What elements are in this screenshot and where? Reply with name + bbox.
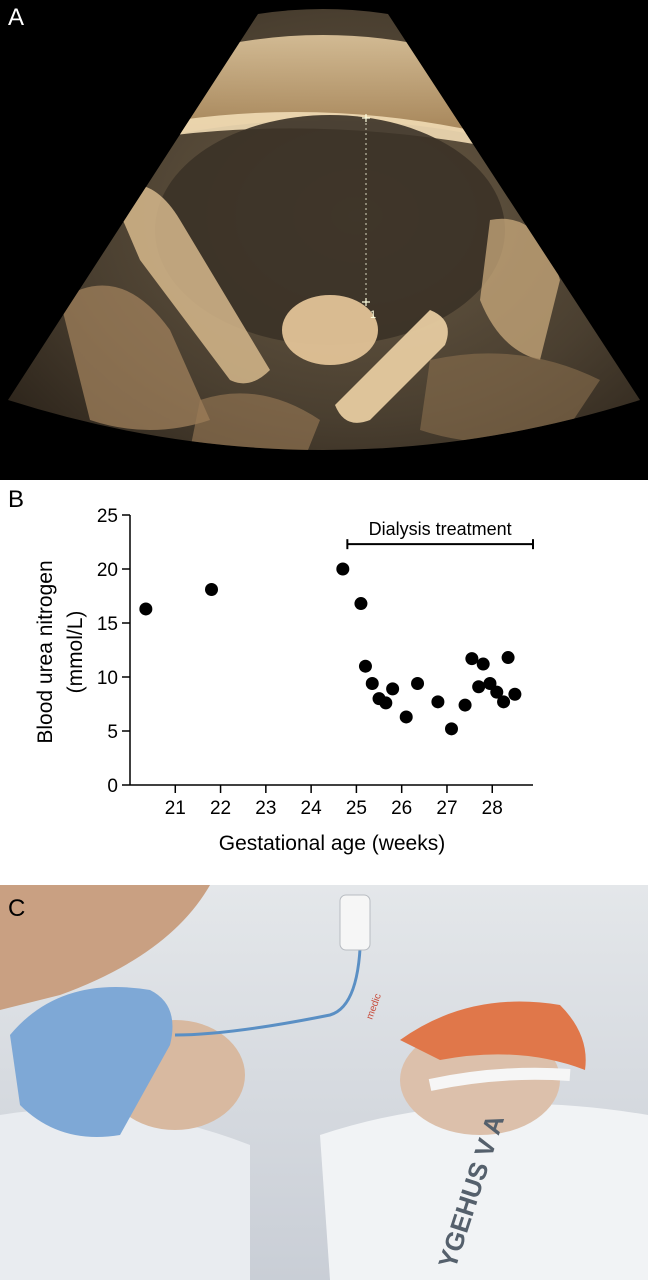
x-tick-label: 25: [346, 798, 367, 819]
x-axis-label: Gestational age (weeks): [219, 832, 445, 855]
y-tick-label: 20: [97, 560, 118, 581]
tubing: [174, 904, 363, 1037]
x-tick-label: 28: [482, 798, 503, 819]
x-tick-label: 26: [391, 798, 412, 819]
caregiver-arm: [0, 885, 210, 1010]
data-point: [354, 597, 368, 611]
data-point: [386, 682, 400, 696]
panel-c-photo: YGEHUS V A medic C: [0, 885, 648, 1280]
y-tick-label: 0: [107, 776, 118, 797]
y-tick-label: 15: [97, 614, 118, 635]
data-point: [497, 695, 511, 709]
panel-a-label: A: [8, 4, 25, 31]
data-point: [472, 680, 486, 694]
y-axis-label-line2: (mmol/L): [64, 611, 87, 694]
incubator-photo: YGEHUS V A medic: [0, 885, 648, 1280]
data-point: [379, 696, 393, 710]
data-point: [336, 562, 350, 576]
data-point: [411, 676, 425, 690]
y-axis-label-line1: Blood urea nitrogen: [34, 560, 57, 743]
data-point: [490, 685, 504, 699]
panel-b-label: B: [8, 486, 25, 513]
x-tick-label: 22: [210, 798, 231, 819]
data-point: [399, 710, 413, 724]
orange-cap: [400, 1001, 586, 1070]
y-tick-label: 25: [97, 506, 118, 527]
y-tick-label: 5: [107, 722, 118, 743]
data-point: [465, 652, 479, 666]
data-point: [444, 722, 458, 736]
data-point: [501, 651, 515, 665]
x-tick-label: 24: [301, 798, 323, 819]
caliper-label: 1: [370, 309, 376, 321]
bun-scatter-chart: Blood urea nitrogen (mmol/L) Gestational…: [34, 506, 534, 855]
x-tick-label: 21: [165, 798, 186, 819]
data-point: [139, 602, 153, 616]
data-point: [358, 659, 372, 673]
data-point: [458, 698, 472, 712]
data-point: [508, 687, 522, 701]
x-tick-label: 23: [255, 798, 276, 819]
dialysis-annotation-text: Dialysis treatment: [369, 519, 512, 539]
data-point: [205, 583, 219, 597]
ultrasound-image: 1: [0, 0, 648, 480]
data-point: [476, 657, 490, 671]
panel-b-chart: B Blood urea nitrogen (mmol/L) Gestation…: [0, 480, 648, 885]
panel-a-ultrasound: 1 A: [0, 0, 648, 480]
blue-knit-cap: [10, 987, 173, 1137]
y-tick-label: 10: [97, 668, 118, 689]
data-point: [365, 676, 379, 690]
x-tick-label: 27: [436, 798, 457, 819]
tube-connector: [339, 894, 371, 951]
panel-c-label: C: [8, 895, 26, 922]
data-point: [431, 695, 445, 709]
